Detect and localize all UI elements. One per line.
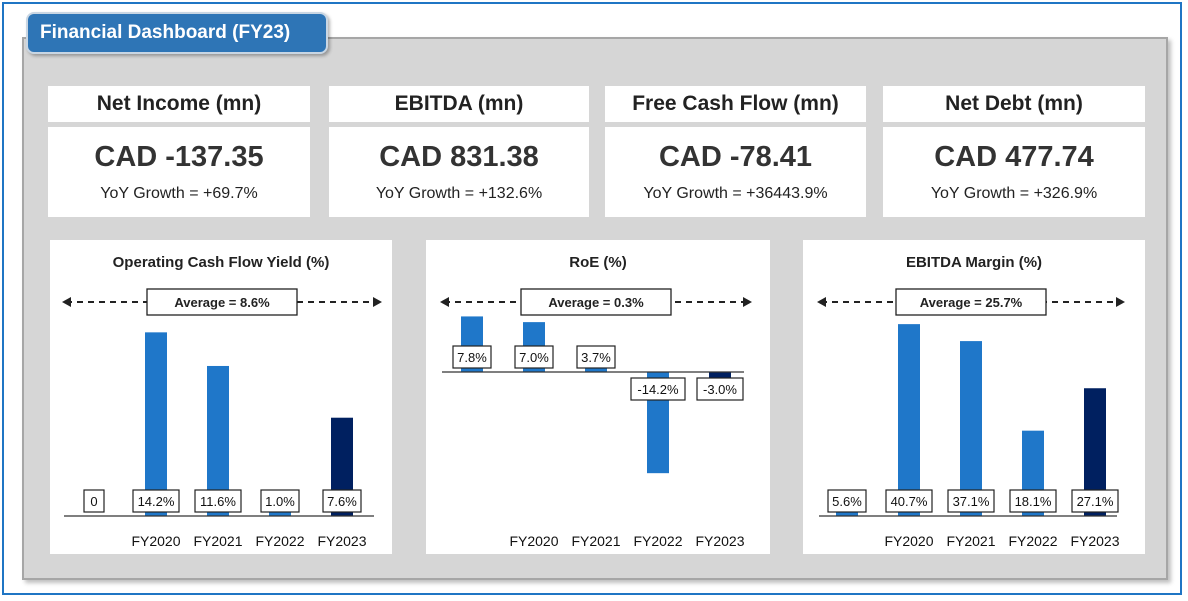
- kpi-growth-net-income: YoY Growth = +69.7%: [100, 185, 258, 202]
- kpi-growth-ebitda: YoY Growth = +132.6%: [375, 185, 543, 202]
- chart-title-roe: RoE (%): [569, 254, 627, 271]
- data-label: -3.0%: [703, 382, 737, 397]
- data-label: 5.6%: [832, 494, 862, 509]
- bar-4: [1084, 388, 1106, 516]
- kpi-growth-free-cash-flow: YoY Growth = +36443.9%: [643, 185, 828, 202]
- data-label-box: [83, 489, 105, 513]
- x-tick-label: FY2020: [509, 533, 558, 549]
- data-label: 37.1%: [953, 494, 990, 509]
- data-label: 3.7%: [581, 350, 611, 365]
- x-tick-label: FY2020: [131, 533, 180, 549]
- data-label-box: [1071, 489, 1119, 513]
- chart-card-ocf-yield: Operating Cash Flow Yield (%) Average = …: [50, 240, 392, 554]
- kpi-title-net-income: Net Income (mn): [48, 86, 310, 122]
- x-tick-label: FY2023: [317, 533, 366, 549]
- data-label: 1.0%: [265, 494, 295, 509]
- average-box: [895, 288, 1047, 316]
- kpi-card-net-debt: CAD 477.74 YoY Growth = +326.9%: [883, 127, 1145, 217]
- data-label-box: [827, 489, 867, 513]
- data-label: 7.0%: [519, 350, 549, 365]
- bar-1: [145, 332, 167, 516]
- data-label: 7.6%: [327, 494, 357, 509]
- kpi-value-ebitda: CAD 831.38: [379, 141, 539, 173]
- arrow-right-icon: [1116, 297, 1125, 307]
- data-label-box: [576, 345, 616, 369]
- bar-2: [960, 341, 982, 516]
- average-label: Average = 8.6%: [174, 295, 270, 310]
- data-label: 0: [90, 494, 97, 509]
- average-box: [146, 288, 298, 316]
- x-tick-label: FY2022: [255, 533, 304, 549]
- kpi-title-net-debt: Net Debt (mn): [883, 86, 1145, 122]
- x-tick-label: FY2023: [1070, 533, 1119, 549]
- arrow-left-icon: [440, 297, 449, 307]
- data-label-box: [1009, 489, 1057, 513]
- data-label: 7.8%: [457, 350, 487, 365]
- chart-title-ebitda-margin: EBITDA Margin (%): [905, 254, 1043, 271]
- dashboard-title: Financial Dashboard (FY23): [26, 12, 328, 54]
- average-label: Average = 0.3%: [548, 295, 644, 310]
- x-tick-label: FY2022: [1008, 533, 1057, 549]
- data-label: 14.2%: [138, 494, 175, 509]
- data-label-box: [885, 489, 933, 513]
- chart-card-roe: RoE (%) Average = 0.3% 7.8% 7.0% 3.7% -14.2%…: [426, 240, 770, 554]
- kpi-card-ebitda: CAD 831.38 YoY Growth = +132.6%: [329, 127, 589, 217]
- data-label-box: [194, 489, 242, 513]
- x-tick-label: FY2021: [946, 533, 995, 549]
- arrow-right-icon: [373, 297, 382, 307]
- x-tick-label: FY2023: [695, 533, 744, 549]
- data-label-box: [630, 377, 686, 401]
- kpi-title-ebitda: EBITDA (mn): [329, 86, 589, 122]
- data-label-box: [322, 489, 362, 513]
- data-label: -14.2%: [637, 382, 679, 397]
- bar-2: [207, 365, 229, 516]
- kpi-value-net-income: CAD -137.35: [94, 141, 264, 173]
- data-label: 18.1%: [1015, 494, 1052, 509]
- data-label: 40.7%: [891, 494, 928, 509]
- data-label-box: [696, 377, 744, 401]
- average-box: [520, 288, 672, 316]
- arrow-left-icon: [817, 297, 826, 307]
- x-tick-label: FY2020: [884, 533, 933, 549]
- x-tick-label: FY2021: [193, 533, 242, 549]
- x-tick-label: FY2022: [633, 533, 682, 549]
- chart-card-ebitda-margin: EBITDA Margin (%) Average = 25.7% 5.6% 40.…: [803, 240, 1145, 554]
- data-label-box: [514, 345, 554, 369]
- average-label: Average = 25.7%: [920, 295, 1023, 310]
- data-label-box: [132, 489, 180, 513]
- kpi-card-free-cash-flow: CAD -78.41 YoY Growth = +36443.9%: [605, 127, 866, 217]
- kpi-value-net-debt: CAD 477.74: [934, 141, 1094, 173]
- bar-1: [898, 324, 920, 516]
- data-label-box: [260, 489, 300, 513]
- chart-ocf-yield: Average = 8.6% 0 14.2% 11.6% 1.0% 7.6% FY2020 F…: [62, 288, 382, 549]
- data-label-box: [947, 489, 995, 513]
- kpi-title-free-cash-flow: Free Cash Flow (mn): [605, 86, 866, 122]
- kpi-card-net-income: CAD -137.35 YoY Growth = +69.7%: [48, 127, 310, 217]
- data-label-box: [452, 345, 492, 369]
- data-label: 11.6%: [200, 494, 236, 509]
- kpi-value-free-cash-flow: CAD -78.41: [658, 141, 813, 173]
- chart-title-ocf-yield: Operating Cash Flow Yield (%): [112, 254, 330, 271]
- x-tick-label: FY2021: [571, 533, 620, 549]
- chart-roe: Average = 0.3% 7.8% 7.0% 3.7% -14.2% -3.0% FY2…: [440, 288, 752, 549]
- arrow-right-icon: [743, 297, 752, 307]
- data-label: 27.1%: [1077, 494, 1114, 509]
- chart-ebitda-margin: Average = 25.7% 5.6% 40.7% 37.1% 18.1% 27.1% F…: [817, 288, 1125, 549]
- arrow-left-icon: [62, 297, 71, 307]
- kpi-growth-net-debt: YoY Growth = +326.9%: [930, 185, 1098, 202]
